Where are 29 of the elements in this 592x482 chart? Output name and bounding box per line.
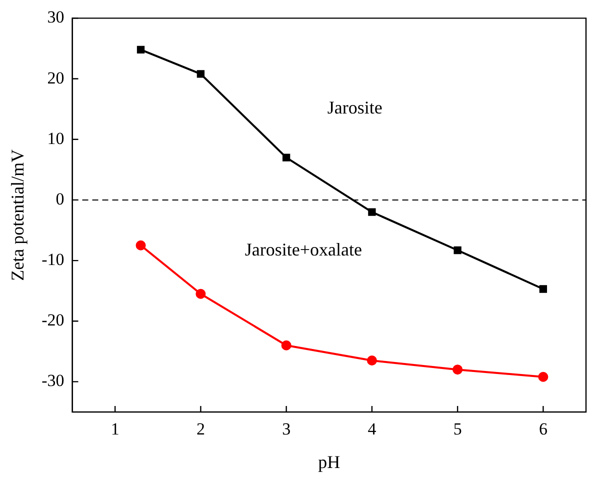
point [452, 364, 463, 375]
y-tick-label: 10 [47, 128, 64, 148]
x-tick-label: 3 [282, 420, 291, 439]
y-tick-label: 0 [56, 189, 64, 208]
point [281, 340, 292, 350]
point [454, 246, 462, 254]
x-axis-title: pH [318, 452, 340, 472]
y-tick-label: 20 [47, 68, 64, 88]
annotation: Jarosite [327, 98, 382, 118]
x-tick-label: 6 [538, 420, 548, 439]
y-tick-label: -30 [42, 371, 64, 390]
point [282, 154, 290, 162]
x-tick-label: 4 [368, 420, 377, 439]
point [196, 288, 206, 299]
point [136, 240, 146, 250]
y-tick-label: 30 [47, 8, 64, 27]
x-tick-label: 2 [196, 420, 205, 439]
point [368, 208, 376, 216]
point [136, 46, 145, 54]
y-axis-title: Zeta potential/mV [8, 149, 28, 281]
point [196, 70, 205, 78]
y-tick-label: -20 [42, 310, 64, 330]
point [539, 285, 548, 293]
y-tick-label: -10 [42, 250, 64, 270]
annotation: Jarosite+oxalate [244, 239, 362, 260]
point [366, 356, 377, 366]
point [538, 372, 548, 382]
x-tick-label: 1 [110, 420, 120, 439]
x-tick-label: 5 [453, 420, 462, 439]
